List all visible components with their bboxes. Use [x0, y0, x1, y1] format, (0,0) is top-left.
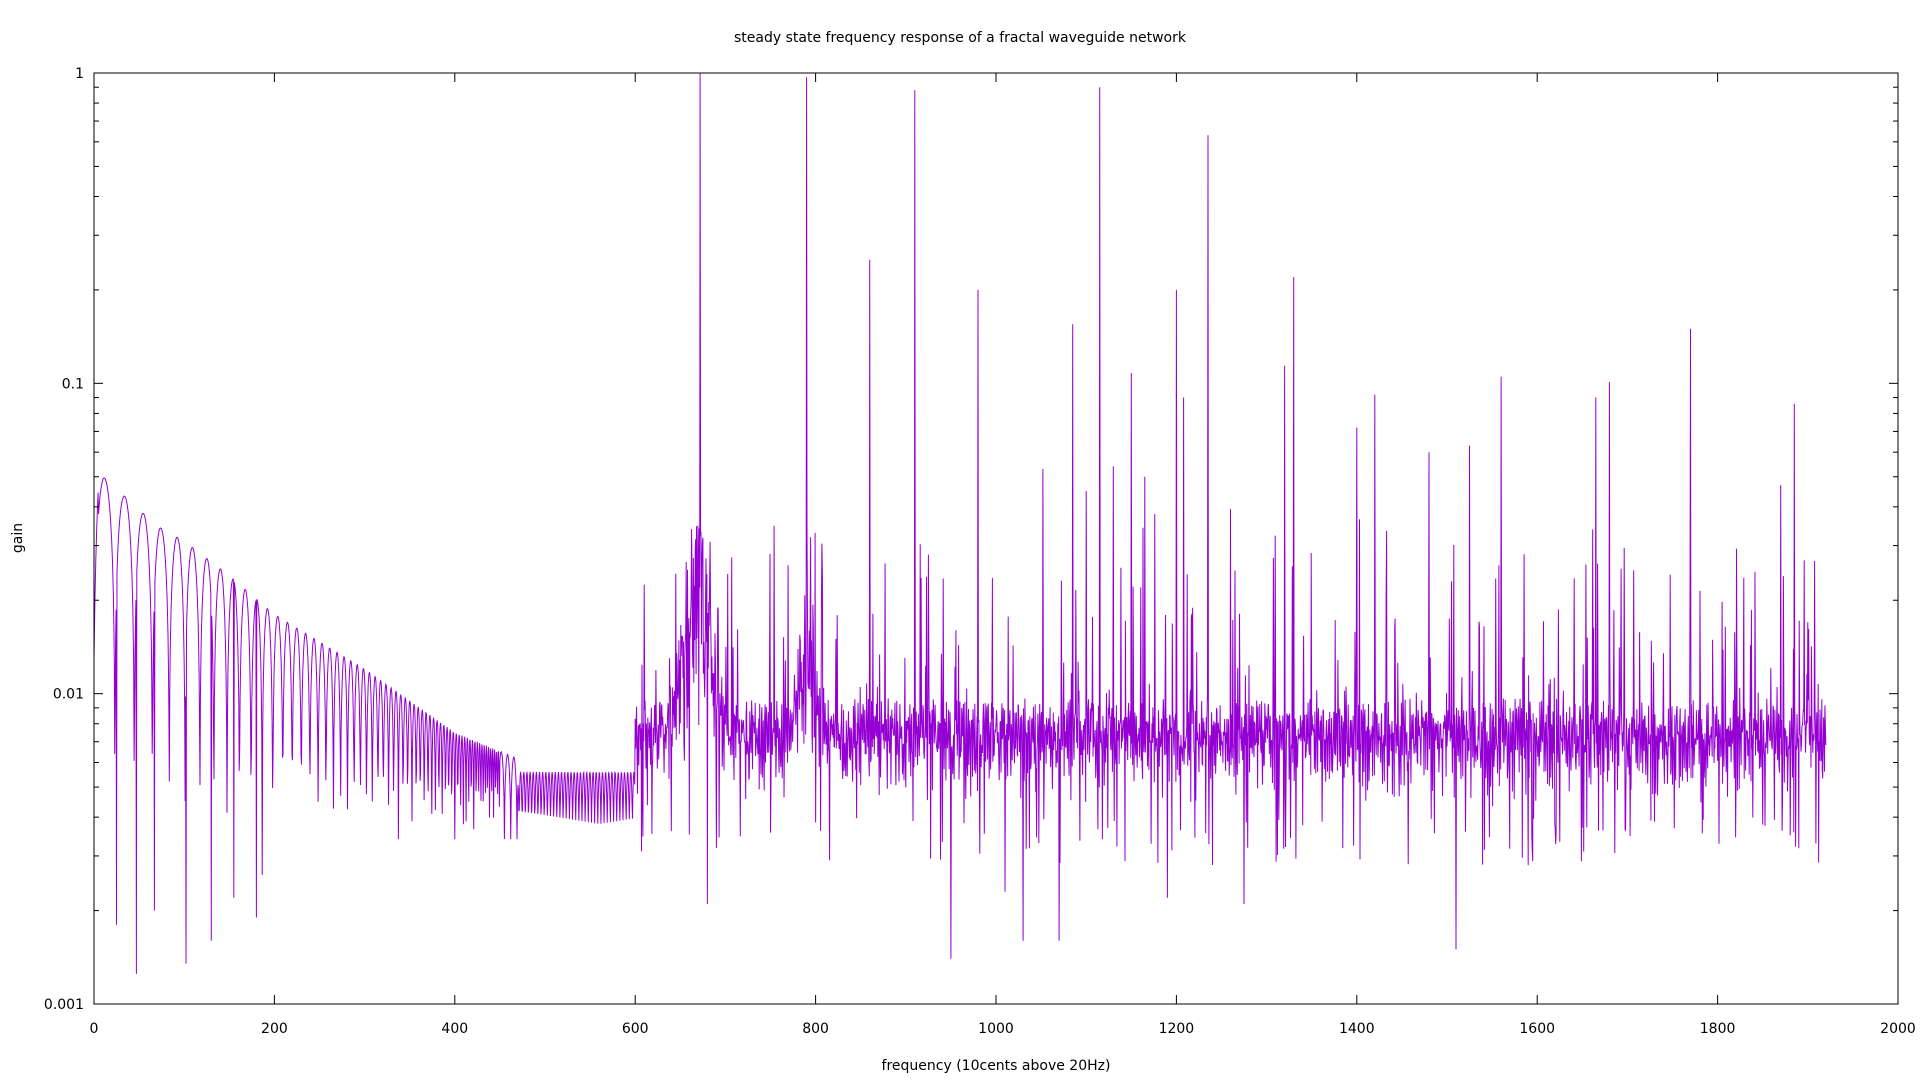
x-axis-label: frequency (10cents above 20Hz) — [882, 1058, 1111, 1074]
x-tick-label: 800 — [802, 1021, 829, 1037]
x-tick-label: 1800 — [1700, 1021, 1736, 1037]
x-tick-label: 200 — [261, 1021, 288, 1037]
series-group — [93, 72, 1827, 974]
y-tick-label: 0.1 — [62, 376, 84, 392]
y-tick-label: 1 — [75, 66, 84, 82]
x-tick-label: 1600 — [1519, 1021, 1555, 1037]
x-tick-label: 1200 — [1159, 1021, 1195, 1037]
chart-title: steady state frequency response of a fra… — [734, 30, 1187, 46]
x-tick-label: 400 — [441, 1021, 468, 1037]
y-tick-label: 0.001 — [44, 997, 84, 1013]
x-axis: 0 200 400 600 800 1000 1200 1400 1600 1800 2000 — [90, 73, 1916, 1037]
y-tick-label: 0.01 — [53, 687, 84, 703]
x-tick-label: 1400 — [1339, 1021, 1375, 1037]
plot-frame — [93, 72, 1899, 1005]
y-axis: 0.001 0.01 0.1 1 — [44, 66, 1898, 1013]
x-tick-label: 600 — [622, 1021, 649, 1037]
x-tick-label: 0 — [90, 1021, 99, 1037]
series-line — [93, 72, 1827, 974]
x-tick-label: 2000 — [1880, 1021, 1916, 1037]
x-tick-label: 1000 — [978, 1021, 1014, 1037]
y-axis-label: gain — [10, 523, 26, 553]
